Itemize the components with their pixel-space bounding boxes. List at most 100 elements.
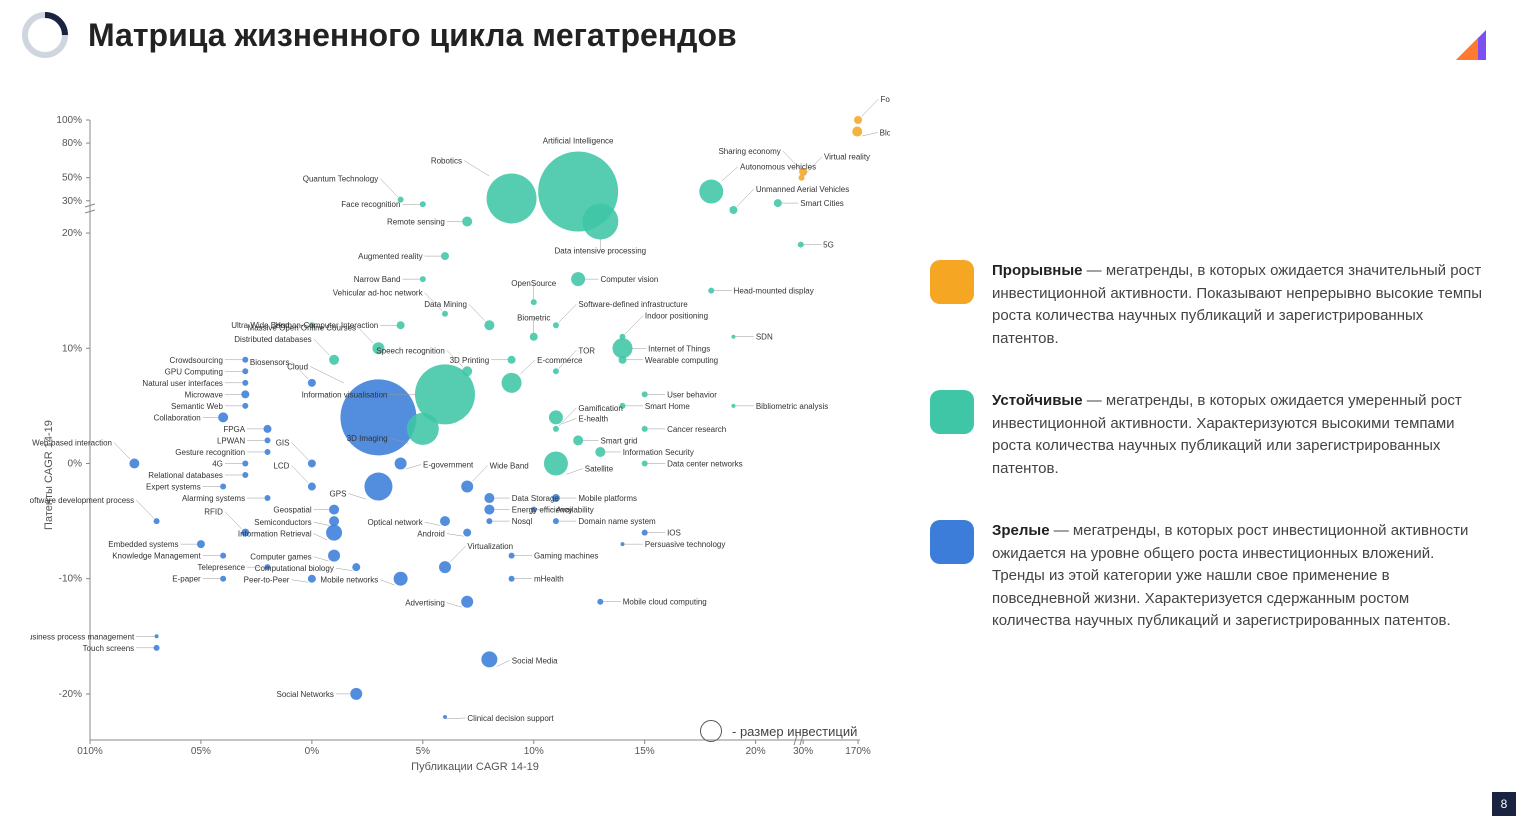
- legend-item-breakthrough: Прорывные — мегатренды, в которых ожидае…: [930, 260, 1490, 350]
- bubble: [487, 173, 537, 223]
- bubble: [442, 311, 448, 317]
- bubble-label: Smart Cities: [800, 199, 844, 208]
- bubble: [553, 322, 559, 328]
- bubble-label: Peer-to-Peer: [244, 576, 290, 585]
- bubble: [502, 373, 522, 393]
- bubble-label: Collaboration: [154, 413, 201, 422]
- size-legend: - размер инвестиций: [700, 720, 857, 742]
- bubble-label: Geospatial: [273, 506, 311, 515]
- bubble: [621, 542, 625, 546]
- bubble: [242, 472, 248, 478]
- bubble: [395, 457, 407, 469]
- bubble-label: Clinical decision support: [467, 714, 554, 723]
- bubble-label: Expert systems: [146, 483, 201, 492]
- bubble: [129, 458, 139, 468]
- size-legend-label: - размер инвестиций: [732, 724, 857, 739]
- bubble: [549, 410, 563, 424]
- bubble-label: Internet of Things: [648, 344, 710, 353]
- bubble: [407, 413, 439, 445]
- svg-text:-20%: -20%: [59, 689, 82, 700]
- bubble: [242, 460, 248, 466]
- legend-swatch: [930, 390, 974, 434]
- bubble: [620, 334, 626, 340]
- bubble: [329, 355, 339, 365]
- svg-text:80%: 80%: [62, 138, 82, 149]
- bubble: [242, 357, 248, 363]
- bubble: [484, 320, 494, 330]
- bubble: [352, 563, 360, 571]
- bubble: [553, 426, 559, 432]
- bubble: [597, 599, 603, 605]
- svg-text:20%: 20%: [746, 746, 766, 757]
- bubble: [309, 322, 315, 328]
- bubble-label: Mobile networks: [320, 576, 378, 585]
- page-number: 8: [1492, 792, 1516, 816]
- bubble-label: Social Networks: [276, 690, 333, 699]
- bubble: [265, 437, 271, 443]
- bubble-label: mHealth: [534, 575, 564, 584]
- bubble-label: Smart Home: [645, 402, 690, 411]
- bubble-label: Smart grid: [601, 436, 638, 445]
- bubble: [531, 299, 537, 305]
- bubble-label: Software-defined infrastructure: [578, 300, 688, 309]
- svg-text:20%: 20%: [62, 228, 82, 239]
- bubble-label: Gaming machines: [534, 552, 598, 561]
- bubble: [220, 484, 226, 490]
- bubble-label: Microwave: [185, 390, 224, 399]
- bubble-label: Business process management: [30, 632, 135, 641]
- bubble: [326, 525, 342, 541]
- bubble-label: Robotics: [431, 156, 462, 165]
- bubble-label: Sharing economy: [718, 147, 780, 156]
- svg-text:0%: 0%: [68, 458, 83, 469]
- bubble: [462, 217, 472, 227]
- legend-text: Прорывные — мегатренды, в которых ожидае…: [992, 260, 1490, 350]
- bubble-label: GIS: [276, 438, 290, 447]
- bubble: [708, 288, 714, 294]
- bubble: [394, 572, 408, 586]
- bubble-label: Quantum Technology: [303, 175, 378, 184]
- bubble-label: Android: [417, 530, 445, 539]
- bubble-label: Fog computing: [880, 95, 890, 104]
- bubble: [595, 447, 605, 457]
- bubble: [265, 495, 271, 501]
- bubble-label: Advertising: [405, 599, 445, 608]
- page-title: Матрица жизненного цикла мегатрендов: [88, 17, 737, 54]
- bubble-label: Telepresence: [198, 563, 246, 572]
- bubble-label: Relational databases: [148, 471, 223, 480]
- bubble-label: IOS: [667, 529, 681, 538]
- bubble-label: TOR: [578, 346, 595, 355]
- bubble-label: Nosql: [512, 517, 533, 526]
- bubble-label: 5G: [823, 241, 834, 250]
- bubble: [573, 435, 583, 445]
- bubble: [798, 242, 804, 248]
- bubble-label: Data center networks: [667, 459, 743, 468]
- legend-item-mature: Зрелые — мегатренды, в которых рост инве…: [930, 520, 1490, 633]
- bubble: [509, 553, 515, 559]
- bubble-label: Satellite: [585, 464, 614, 473]
- bubble-label: Mobile platforms: [578, 494, 637, 503]
- bubble: [340, 379, 416, 455]
- bubble-label: Augmented reality: [358, 252, 422, 261]
- bubble: [364, 473, 392, 501]
- bubble: [544, 451, 568, 475]
- bubble: [220, 576, 226, 582]
- bubble: [484, 505, 494, 515]
- bubble-label: RFID: [204, 508, 223, 517]
- bubble: [729, 206, 737, 214]
- legend-swatch: [930, 260, 974, 304]
- legend-swatch: [930, 520, 974, 564]
- bubble: [774, 199, 782, 207]
- bubble-label: LPWAN: [217, 436, 245, 445]
- bubble-label: E-paper: [172, 575, 201, 584]
- bubble-label: Remote sensing: [387, 218, 445, 227]
- bubble: [154, 518, 160, 524]
- bubble-label: LCD: [273, 462, 289, 471]
- svg-text:30%: 30%: [793, 746, 813, 757]
- bubble: [308, 575, 316, 583]
- bubble: [854, 116, 862, 124]
- bubble: [350, 688, 362, 700]
- bubble: [441, 252, 449, 260]
- bubble: [852, 127, 862, 137]
- bubble: [613, 338, 633, 358]
- bubble: [463, 529, 471, 537]
